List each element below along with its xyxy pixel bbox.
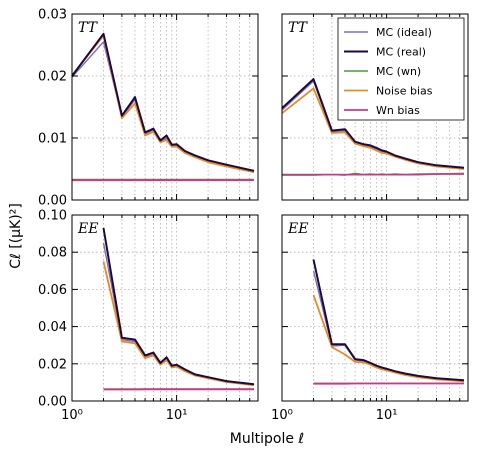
x-tick-label: 10⁰ (271, 408, 293, 423)
series-line-wn-bias (282, 173, 464, 176)
panel-label: EE (287, 221, 308, 237)
panel-label: EE (77, 221, 98, 237)
y-tick-label: 0.00 (38, 395, 67, 410)
axes-frame (71, 13, 259, 201)
series-line-mc-real (71, 32, 255, 172)
y-tick-label: 0.08 (38, 246, 67, 261)
series-line-mc-real (312, 259, 465, 382)
x-tick-label: 10¹ (376, 408, 398, 423)
axes-frame (71, 214, 259, 402)
y-axis-label: Cℓ [(μK)²] (8, 203, 24, 269)
series-line-mc-real (281, 78, 465, 169)
plot-area (72, 215, 258, 401)
axes-frame (281, 214, 469, 402)
panel-tt-left: 0.00 0.01 0.02 0.03 TT (38, 8, 259, 209)
y-tick-label: 0.02 (38, 357, 67, 372)
panel-tt-right: TT MC (ideal) MC (real) MC (wn) Noise bias Wn… (281, 13, 469, 201)
panel-label: TT (288, 20, 309, 36)
legend-entry: Wn bias (376, 104, 420, 117)
legend: MC (ideal) MC (real) MC (wn) Noise bias Wn b… (337, 17, 465, 121)
series-line-noise-bias (71, 34, 255, 173)
x-axis-label: Multipole ℓ (230, 431, 304, 447)
series-line-noise-bias (281, 87, 465, 170)
legend-entry: Noise bias (376, 85, 433, 98)
plot-area (282, 215, 468, 401)
y-tick-label: 0.10 (38, 209, 67, 224)
y-tick-label: 0.02 (38, 70, 67, 85)
legend-entry: MC (ideal) (376, 26, 432, 39)
series-line-noise-bias (312, 294, 465, 383)
y-tick-label: 0.03 (38, 8, 67, 23)
legend-entry: MC (real) (376, 46, 426, 59)
legend-entry: MC (wn) (376, 65, 421, 78)
panel-ee-right: 10⁰ 10¹ EE (271, 214, 469, 423)
y-tick-label: 0.04 (38, 320, 67, 335)
panel-ee-left: 0.00 0.02 0.04 0.06 0.08 0.10 10⁰ 10¹ EE (38, 209, 259, 423)
y-tick-label: 0.01 (38, 132, 67, 147)
series-line-noise-bias (102, 261, 255, 387)
y-tick-label: 0.00 (38, 194, 67, 209)
axes-frame (281, 13, 469, 201)
plot-area (72, 14, 258, 200)
y-tick-label: 0.06 (38, 283, 67, 298)
legend-box (337, 17, 465, 121)
x-tick-label: 10¹ (166, 408, 188, 423)
panel-label: TT (78, 20, 99, 36)
x-tick-label: 10⁰ (61, 408, 83, 423)
series-line-mc-real (102, 227, 255, 386)
